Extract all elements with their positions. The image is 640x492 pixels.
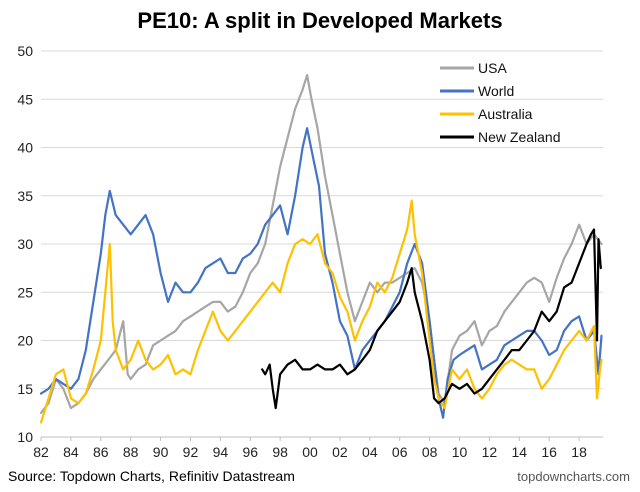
legend-label: World <box>478 83 514 99</box>
x-tick-label: 18 <box>571 444 587 460</box>
y-tick-label: 10 <box>17 429 33 445</box>
x-tick-label: 14 <box>512 444 528 460</box>
series-line-world <box>39 127 603 419</box>
y-tick-label: 40 <box>17 140 33 156</box>
legend-label: New Zealand <box>478 129 561 145</box>
y-tick-label: 45 <box>17 91 33 107</box>
y-tick-label: 35 <box>17 188 33 204</box>
x-tick-label: 84 <box>63 444 79 460</box>
y-axis: 10 15 20 25 30 35 40 45 50 <box>17 43 33 445</box>
y-tick-label: 25 <box>17 284 33 300</box>
x-tick-label: 08 <box>422 444 438 460</box>
source-note: Source: Topdown Charts, Refinitiv Datast… <box>8 468 295 484</box>
legend-label: USA <box>478 60 507 76</box>
legend-label: Australia <box>478 106 533 122</box>
y-tick-label: 50 <box>17 43 33 59</box>
legend: USA World Australia New Zealand <box>440 60 561 145</box>
x-tick-label: 06 <box>392 444 408 460</box>
chart-title: PE10: A split in Developed Markets <box>137 8 502 33</box>
x-tick-label: 82 <box>33 444 49 460</box>
series-line-australia <box>39 199 603 424</box>
x-tick-label: 96 <box>242 444 258 460</box>
x-tick-label: 04 <box>362 444 378 460</box>
y-tick-label: 20 <box>17 333 33 349</box>
x-tick-label: 10 <box>452 444 468 460</box>
x-tick-label: 16 <box>541 444 557 460</box>
gridlines <box>41 50 603 438</box>
x-tick-label: 12 <box>482 444 498 460</box>
y-tick-label: 30 <box>17 236 33 252</box>
x-tick-label: 92 <box>183 444 199 460</box>
series-line-new-zealand <box>261 228 602 410</box>
watermark: topdowncharts.com <box>517 469 630 484</box>
x-tick-label: 00 <box>302 444 318 460</box>
x-tick-label: 94 <box>213 444 229 460</box>
x-tick-label: 86 <box>93 444 109 460</box>
x-tick-label: 98 <box>272 444 288 460</box>
series-line-usa <box>39 74 603 414</box>
x-tick-label: 88 <box>123 444 139 460</box>
x-tick-label: 90 <box>153 444 169 460</box>
x-tick-label: 02 <box>332 444 348 460</box>
y-tick-label: 15 <box>17 381 33 397</box>
x-axis: 82 84 86 88 90 92 94 96 98 00 02 04 06 08 10 12 14 16 18 <box>33 436 603 460</box>
series-lines <box>39 74 603 424</box>
